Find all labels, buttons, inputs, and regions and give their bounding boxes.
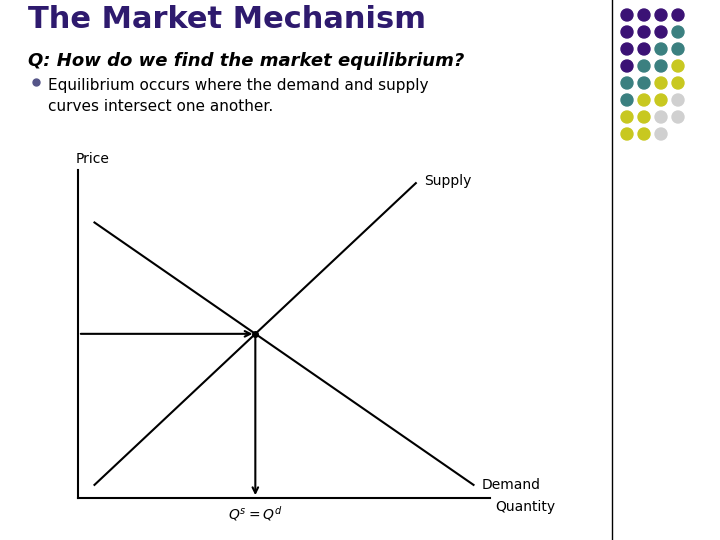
Text: Quantity: Quantity	[495, 500, 555, 514]
Circle shape	[621, 43, 633, 55]
Circle shape	[638, 9, 650, 21]
Circle shape	[672, 26, 684, 38]
Circle shape	[638, 128, 650, 140]
Circle shape	[655, 111, 667, 123]
Text: Q: How do we find the market equilibrium?: Q: How do we find the market equilibrium…	[28, 52, 464, 70]
Text: $Q^s=Q^d$: $Q^s=Q^d$	[228, 504, 282, 523]
Circle shape	[621, 77, 633, 89]
Text: Price: Price	[76, 152, 110, 166]
Text: Demand: Demand	[482, 478, 541, 492]
Circle shape	[621, 94, 633, 106]
Circle shape	[638, 77, 650, 89]
Circle shape	[621, 128, 633, 140]
Circle shape	[672, 111, 684, 123]
Circle shape	[638, 94, 650, 106]
Circle shape	[621, 9, 633, 21]
Circle shape	[672, 60, 684, 72]
Circle shape	[638, 111, 650, 123]
Text: The Market Mechanism: The Market Mechanism	[28, 5, 426, 34]
Text: Equilibrium occurs where the demand and supply
curves intersect one another.: Equilibrium occurs where the demand and …	[48, 78, 428, 114]
Circle shape	[638, 60, 650, 72]
Circle shape	[638, 43, 650, 55]
Circle shape	[655, 77, 667, 89]
Circle shape	[655, 60, 667, 72]
Circle shape	[655, 9, 667, 21]
Circle shape	[638, 26, 650, 38]
Circle shape	[621, 111, 633, 123]
Circle shape	[672, 43, 684, 55]
Circle shape	[621, 60, 633, 72]
Circle shape	[672, 9, 684, 21]
Circle shape	[655, 26, 667, 38]
Circle shape	[621, 26, 633, 38]
Circle shape	[655, 128, 667, 140]
Circle shape	[655, 43, 667, 55]
Circle shape	[672, 77, 684, 89]
Circle shape	[655, 94, 667, 106]
Circle shape	[672, 94, 684, 106]
Text: Supply: Supply	[424, 174, 471, 188]
